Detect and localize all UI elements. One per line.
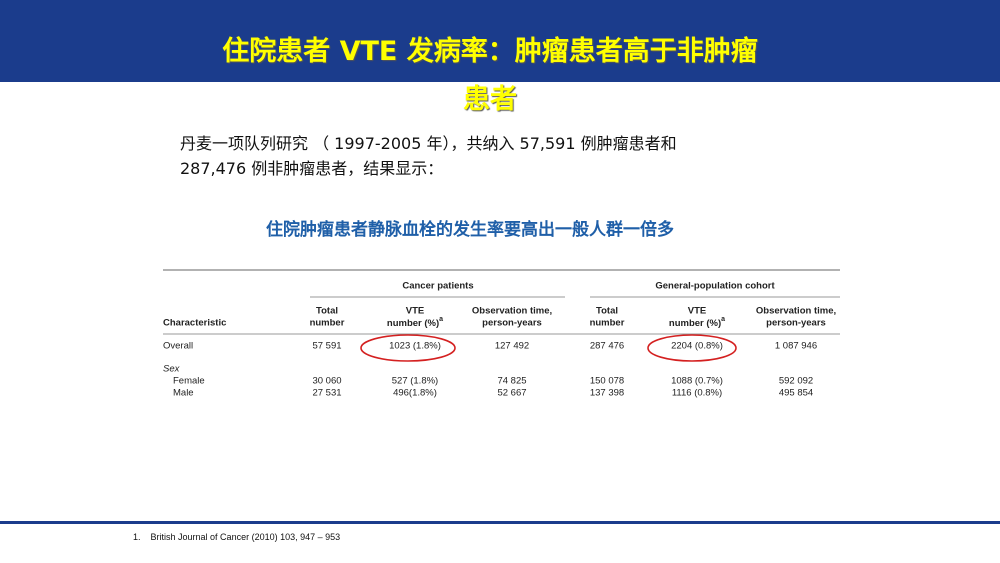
column-header: Total — [316, 306, 338, 317]
column-header-text: number (%) — [387, 318, 439, 329]
column-header: number — [590, 318, 625, 329]
column-header: number (%)a — [387, 316, 443, 328]
table-cell: 137 398 — [590, 388, 624, 399]
highlight-circle — [647, 334, 737, 362]
footnote-marker: a — [721, 316, 725, 323]
table-cell: 527 (1.8%) — [392, 376, 438, 387]
group-header: General-population cohort — [655, 281, 775, 292]
footnote-number: 1. — [133, 532, 141, 542]
row-label: Overall — [163, 341, 193, 352]
table-cell: 52 667 — [497, 388, 526, 399]
table-cell: 74 825 — [497, 376, 526, 387]
table-cell: 2204 (0.8%) — [671, 341, 723, 352]
table-cell: 592 092 — [779, 376, 813, 387]
highlight: 住院肿瘤患者静脉血栓的发生率要高出一般人群一倍多 — [266, 220, 674, 240]
column-header: person-years — [766, 318, 826, 329]
table-cell: 30 060 — [312, 376, 341, 387]
table-cell: 150 078 — [590, 376, 624, 387]
table-cell: 1 087 946 — [775, 341, 817, 352]
column-header: Observation time, — [472, 306, 552, 317]
column-header: person-years — [482, 318, 542, 329]
table-cell: 1023 (1.8%) — [389, 341, 441, 352]
footnote-text: British Journal of Cancer (2010) 103, 94… — [150, 532, 341, 542]
slide-title: 住院患者 VTE 发病率：肿瘤患者高于非肿瘤患者 — [222, 36, 758, 115]
table-cell: 1088 (0.7%) — [671, 376, 723, 387]
footer-line — [0, 521, 1000, 524]
row-label: Sex — [163, 364, 181, 375]
row-label: Female — [173, 376, 205, 387]
group-header: Cancer patients — [402, 281, 473, 292]
header-banner — [0, 0, 1000, 82]
highlight-circle — [360, 334, 456, 362]
column-header: VTE — [406, 306, 424, 317]
column-header: VTE — [688, 306, 706, 317]
table-cell: 496(1.8%) — [393, 388, 437, 399]
table-cell: 495 854 — [779, 388, 813, 399]
table-cell: 1116 (0.8%) — [672, 388, 722, 399]
column-header: Characteristic — [163, 318, 226, 329]
column-header-text: number (%) — [669, 318, 721, 329]
intro-line: 287,476 例非肿瘤患者，结果显示： — [180, 159, 444, 178]
table-cell: 127 492 — [495, 341, 529, 352]
column-header: Observation time, — [756, 306, 836, 317]
footnote: 1. British Journal of Cancer (2010) 103,… — [133, 532, 340, 542]
row-label: Male — [173, 388, 194, 399]
table-cell: 57 591 — [312, 341, 341, 352]
column-header: number — [310, 318, 345, 329]
table-cell: 27 531 — [312, 388, 341, 399]
column-header: number (%)a — [669, 316, 725, 328]
footnote-marker: a — [439, 316, 443, 323]
intro-line: 丹麦一项队列研究 （ 1997-2005 年），共纳入 57,591 例肿瘤患者… — [180, 134, 677, 153]
column-header: Total — [596, 306, 618, 317]
table-cell: 287 476 — [590, 341, 624, 352]
